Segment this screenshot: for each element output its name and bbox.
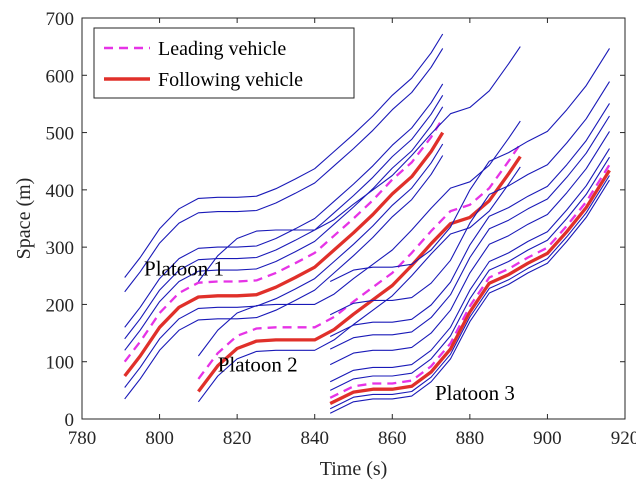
x-tick-label: 920 (611, 428, 636, 449)
annotation-platoon-3: Platoon 3 (435, 381, 515, 405)
x-axis-label: Time (s) (320, 458, 388, 480)
legend-following-label: Following vehicle (158, 69, 303, 91)
legend-leading-label: Leading vehicle (158, 38, 286, 60)
platoon-1-trajectories (123, 33, 445, 400)
vehicle-trajectory (124, 155, 444, 400)
vehicle-trajectory (329, 156, 610, 391)
following-vehicle-trajectory (123, 131, 445, 378)
x-tick-label: 800 (145, 428, 174, 449)
vehicle-trajectory (124, 83, 444, 328)
vehicle-trajectory (197, 46, 521, 282)
vehicle-trajectory (329, 48, 610, 282)
platoon-3-trajectories (329, 48, 611, 414)
y-tick-label: 0 (65, 410, 75, 431)
legend: Leading vehicle Following vehicle (93, 27, 355, 99)
leading-vehicle-trajectory (197, 143, 522, 380)
vehicle-trajectory (124, 106, 444, 351)
platoon-2-trajectories (197, 46, 522, 403)
y-tick-label: 500 (46, 124, 75, 145)
vehicle-trajectory (197, 166, 521, 403)
y-tick-label: 300 (46, 238, 75, 259)
x-tick-label: 780 (68, 428, 97, 449)
annotation-platoon-1: Platoon 1 (144, 256, 224, 280)
leading-vehicle-trajectory (329, 164, 611, 399)
y-tick-label: 100 (46, 353, 75, 374)
following-vehicle-trajectory (197, 155, 522, 393)
x-tick-label: 880 (456, 428, 485, 449)
y-tick-label: 700 (46, 9, 75, 30)
annotations-layer: Platoon 1 Platoon 2 Platoon 3 (144, 256, 515, 405)
vehicle-trajectory (329, 148, 610, 383)
ticks-layer: 780 800 820 840 860 880 900 920 0 100 200 300 400 500… (46, 9, 636, 449)
vehicle-trajectory (124, 143, 444, 388)
x-tick-label: 900 (533, 428, 562, 449)
vehicle-trajectory (197, 120, 521, 357)
vehicle-trajectory (329, 175, 610, 410)
x-tick-label: 840 (300, 428, 329, 449)
vehicle-trajectory (124, 33, 444, 278)
y-tick-label: 400 (46, 181, 75, 202)
y-tick-label: 600 (46, 66, 75, 87)
vehicle-trajectory (329, 131, 610, 366)
series-layer (123, 33, 611, 414)
following-vehicle-trajectory (329, 169, 611, 405)
axes-box (81, 17, 626, 420)
x-tick-label: 820 (223, 428, 252, 449)
vehicle-trajectory (329, 103, 610, 337)
y-axis-label: Space (m) (13, 178, 35, 260)
leading-vehicle-trajectory (123, 117, 444, 363)
x-tick-label: 860 (378, 428, 407, 449)
vehicle-trajectory (329, 115, 610, 350)
vehicle-trajectory (124, 95, 444, 340)
vehicle-trajectory (329, 81, 610, 316)
vehicle-trajectory (124, 48, 444, 293)
vehicle-trajectory (329, 179, 610, 414)
y-tick-label: 200 (46, 295, 75, 316)
legend-box (93, 27, 355, 99)
annotation-platoon-2: Platoon 2 (218, 353, 298, 377)
